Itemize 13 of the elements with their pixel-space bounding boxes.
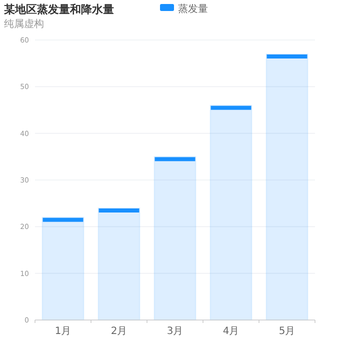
x-tick-label: 2月 (110, 326, 128, 337)
x-tick-label: 4月 (222, 326, 240, 337)
bar (98, 208, 140, 320)
x-tick-label: 3月 (166, 326, 184, 337)
legend-label: 蒸发量 (178, 3, 208, 15)
chart-title: 某地区蒸发量和降水量 (3, 3, 114, 16)
x-tick-label: 5月 (278, 326, 296, 337)
chart-subtitle: 纯属虚构 (4, 18, 44, 30)
bar (42, 216, 84, 320)
x-tick-label: 1月 (54, 326, 72, 337)
bar (154, 156, 196, 320)
bar (266, 54, 308, 320)
bar (210, 104, 252, 320)
